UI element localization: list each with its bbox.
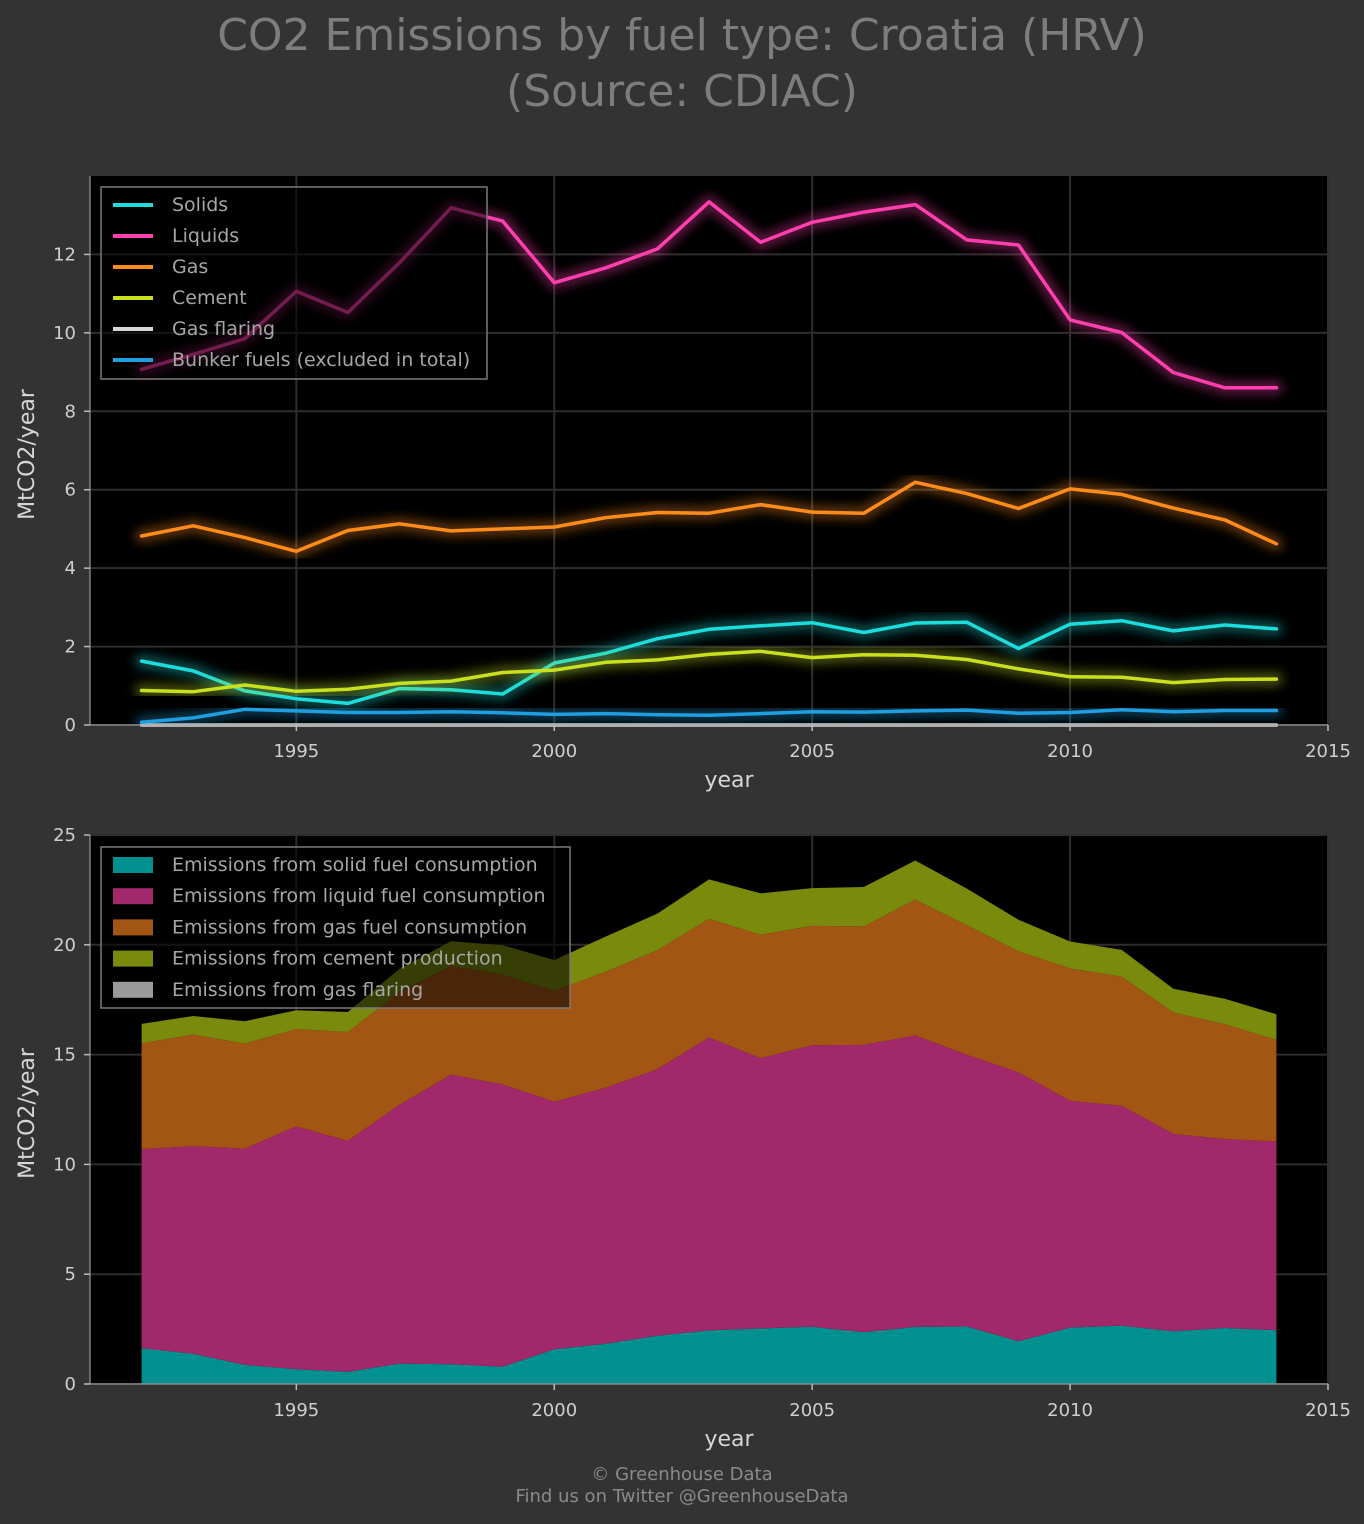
y-tick-label: 0: [65, 715, 76, 736]
x-tick-label: 2015: [1305, 741, 1351, 762]
y-tick-label: 15: [53, 1045, 76, 1066]
y-tick-label: 5: [65, 1264, 76, 1285]
legend-swatch: [113, 919, 153, 936]
legend-label: Emissions from cement production: [172, 948, 503, 970]
legend-swatch: [113, 950, 153, 967]
legend-label: Solids: [172, 194, 228, 216]
legend-item-liquids: Liquids: [113, 225, 239, 247]
series-line-solids: [139, 618, 1279, 706]
legend-item-cement: Cement: [113, 287, 247, 309]
chart-title-line2: (Source: CDIAC): [506, 66, 858, 117]
area-emissions-from-solid-fuel-consumption: [141, 1325, 1277, 1384]
y-axis-title: MtCO2/year: [15, 388, 40, 520]
legend-item-bunker-fuels-excluded-in-total: Bunker fuels (excluded in total): [113, 349, 470, 371]
x-axis-title: year: [704, 768, 754, 793]
y-axis-title: MtCO2/year: [15, 1047, 40, 1179]
y-tick-label: 10: [53, 323, 76, 344]
legend-frame: [100, 846, 571, 1009]
y-tick-label: 20: [53, 935, 76, 956]
legend-label: Emissions from gas fuel consumption: [172, 916, 527, 938]
legend-label: Emissions from gas flaring: [172, 979, 423, 1001]
y-tick-label: 25: [53, 825, 76, 846]
legend-item-emissions-from-gas-fuel-consumption: Emissions from gas fuel consumption: [113, 916, 527, 938]
area-emissions-from-cement-production: [141, 860, 1277, 1044]
chart-title-line1: CO2 Emissions by fuel type: Croatia (HRV…: [217, 10, 1147, 61]
y-tick-label: 12: [53, 244, 76, 265]
x-tick-label: 2010: [1047, 741, 1093, 762]
legend-swatch: [113, 981, 153, 998]
series-line-bunker-fuels-excluded-in-total: [139, 707, 1279, 725]
x-tick-label: 2000: [531, 1400, 577, 1421]
y-tick-label: 0: [65, 1374, 76, 1395]
legend: Emissions from solid fuel consumption Emi…: [100, 846, 571, 1009]
legend-item-emissions-from-gas-flaring: Emissions from gas flaring: [113, 979, 423, 1001]
y-tick-label: 6: [65, 480, 76, 501]
legend-label: Gas: [172, 256, 208, 278]
y-tick-label: 10: [53, 1154, 76, 1175]
x-tick-label: 2005: [789, 1400, 835, 1421]
line-chart: 1995 2000 2005 2010 2015 0 2 4 6 8 10 12 year MtCO2/y…: [15, 176, 1351, 793]
x-tick-label: 2005: [789, 741, 835, 762]
series-line-cement: [139, 649, 1279, 694]
legend-frame: [100, 186, 488, 380]
legend-swatch: [113, 888, 153, 905]
footer-copyright: © Greenhouse Data: [591, 1464, 773, 1485]
y-tick-label: 4: [65, 558, 76, 579]
legend-item-emissions-from-cement-production: Emissions from cement production: [113, 948, 503, 970]
legend-label: Emissions from solid fuel consumption: [172, 854, 538, 876]
legend-item-gas: Gas: [113, 256, 208, 278]
legend-label: Liquids: [172, 225, 239, 247]
legend-label: Emissions from liquid fuel consumption: [172, 885, 546, 907]
area-emissions-from-gas-fuel-consumption: [141, 899, 1277, 1149]
x-tick-label: 2015: [1305, 1400, 1351, 1421]
x-tick-label: 2000: [531, 741, 577, 762]
y-tick-label: 2: [65, 637, 76, 658]
chart-title: CO2 Emissions by fuel type: Croatia (HRV…: [0, 8, 1364, 120]
legend-label: Gas flaring: [172, 318, 275, 340]
legend-item-solids: Solids: [113, 194, 228, 216]
legend-item-gas-flaring: Gas flaring: [113, 318, 275, 340]
y-tick-label: 8: [65, 401, 76, 422]
x-tick-label: 1995: [273, 741, 319, 762]
legend-label: Bunker fuels (excluded in total): [172, 349, 470, 371]
legend-swatch: [113, 857, 153, 873]
footer: © Greenhouse Data Find us on Twitter @Gr…: [0, 1464, 1364, 1508]
series-line-gas: [139, 480, 1279, 554]
stacked-area-chart: 1995 2000 2005 2010 2015 0 5 10 15 20 25 year MtCO2/…: [15, 825, 1351, 1452]
x-tick-label: 2010: [1047, 1400, 1093, 1421]
legend-item-emissions-from-liquid-fuel-consumption: Emissions from liquid fuel consumption: [113, 885, 546, 907]
legend-label: Cement: [172, 287, 247, 309]
legend-item-emissions-from-solid-fuel-consumption: Emissions from solid fuel consumption: [113, 854, 538, 876]
legend: Solids Liquids Gas Cement Gas flaring Bunker …: [100, 186, 488, 380]
footer-twitter: Find us on Twitter @GreenhouseData: [515, 1486, 849, 1507]
area-emissions-from-liquid-fuel-consumption: [141, 1035, 1277, 1372]
x-tick-label: 1995: [273, 1400, 319, 1421]
x-axis-title: year: [704, 1427, 754, 1452]
